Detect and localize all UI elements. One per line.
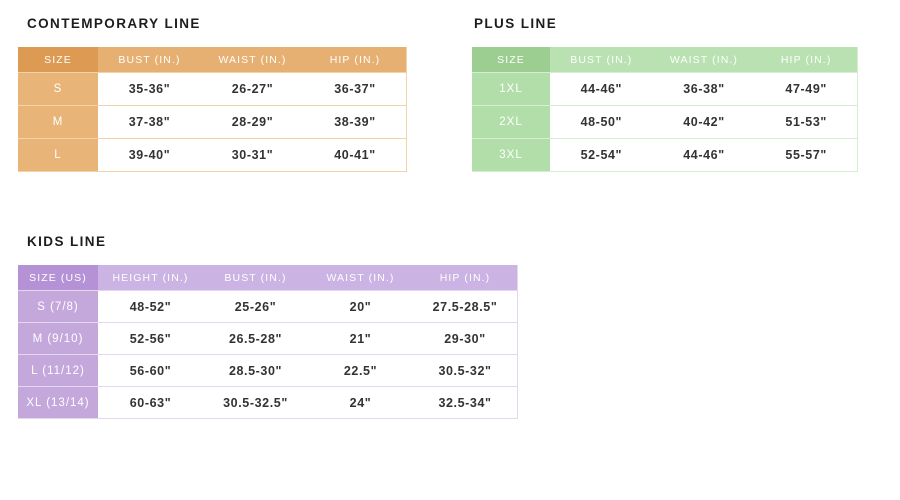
measurement-cell: 56-60" (98, 355, 203, 387)
measure-header-cell: HIP (IN.) (755, 47, 858, 73)
measurement-cell: 48-50" (550, 106, 653, 139)
table-row: 3XL 52-54" 44-46" 55-57" (472, 139, 858, 172)
size-label-cell: 1XL (472, 73, 550, 106)
measurement-cell: 30-31" (201, 139, 304, 172)
measurement-cell: 26-27" (201, 73, 304, 106)
size-label-cell: M (9/10) (18, 323, 98, 355)
measurement-cell: 38-39" (304, 106, 407, 139)
size-label-cell: L (18, 139, 98, 172)
measure-header-cell: HIP (IN.) (413, 265, 518, 291)
table-row: 2XL 48-50" 40-42" 51-53" (472, 106, 858, 139)
measurement-cell: 36-38" (652, 73, 756, 106)
measurement-cell: 30.5-32" (413, 355, 518, 387)
table-row: S (7/8) 48-52" 25-26" 20" 27.5-28.5" (18, 291, 518, 323)
size-label-cell: 2XL (472, 106, 550, 139)
table-row: L 39-40" 30-31" 40-41" (18, 139, 407, 172)
measurement-cell: 35-36" (98, 73, 201, 106)
measurement-cell: 48-52" (98, 291, 203, 323)
size-header-cell: SIZE (18, 47, 98, 73)
size-label-cell: S (18, 73, 98, 106)
size-chart-section: CONTEMPORARY LINE SIZE BUST (IN.) WAIST (I… (18, 14, 407, 172)
measure-header-cell: BUST (IN.) (98, 47, 201, 73)
size-table: SIZE BUST (IN.) WAIST (IN.) HIP (IN.) S 35-36… (18, 47, 407, 172)
size-label-cell: L (11/12) (18, 355, 98, 387)
section-title: KIDS LINE (27, 234, 107, 249)
size-table: SIZE BUST (IN.) WAIST (IN.) HIP (IN.) 1XL 44-… (472, 47, 858, 172)
table-row: XL (13/14) 60-63" 30.5-32.5" 24" 32.5-34" (18, 387, 518, 419)
table-row: M (9/10) 52-56" 26.5-28" 21" 29-30" (18, 323, 518, 355)
size-label-cell: M (18, 106, 98, 139)
measure-header-cell: HEIGHT (IN.) (98, 265, 203, 291)
measure-header-cell: WAIST (IN.) (201, 47, 304, 73)
measurement-cell: 52-54" (550, 139, 653, 172)
measurement-cell: 37-38" (98, 106, 201, 139)
size-table: SIZE (US) HEIGHT (IN.) BUST (IN.) WAIST (IN… (18, 265, 518, 419)
measurement-cell: 24" (308, 387, 413, 419)
table-row: 1XL 44-46" 36-38" 47-49" (472, 73, 858, 106)
header-row: SIZE BUST (IN.) WAIST (IN.) HIP (IN.) (472, 47, 858, 73)
measurement-cell: 60-63" (98, 387, 203, 419)
measurement-cell: 47-49" (755, 73, 858, 106)
size-header-cell: SIZE (US) (18, 265, 98, 291)
measurement-cell: 28-29" (201, 106, 304, 139)
size-header-cell: SIZE (472, 47, 550, 73)
section-title: PLUS LINE (474, 16, 558, 31)
size-chart-section: KIDS LINE SIZE (US) HEIGHT (IN.) BUST (IN.… (18, 232, 518, 419)
measurement-cell: 30.5-32.5" (203, 387, 308, 419)
measurement-cell: 22.5" (308, 355, 413, 387)
header-row: SIZE BUST (IN.) WAIST (IN.) HIP (IN.) (18, 47, 407, 73)
measurement-cell: 27.5-28.5" (413, 291, 518, 323)
measurement-cell: 44-46" (550, 73, 653, 106)
measure-header-cell: WAIST (IN.) (652, 47, 756, 73)
table-row: S 35-36" 26-27" 36-37" (18, 73, 407, 106)
measurement-cell: 40-41" (304, 139, 407, 172)
measurement-cell: 25-26" (203, 291, 308, 323)
measurement-cell: 44-46" (652, 139, 756, 172)
measurement-cell: 21" (308, 323, 413, 355)
table-row: M 37-38" 28-29" 38-39" (18, 106, 407, 139)
measurement-cell: 40-42" (652, 106, 756, 139)
measurement-cell: 36-37" (304, 73, 407, 106)
header-row: SIZE (US) HEIGHT (IN.) BUST (IN.) WAIST (IN… (18, 265, 518, 291)
measurement-cell: 55-57" (755, 139, 858, 172)
size-chart-section: PLUS LINE SIZE BUST (IN.) WAIST (IN.) HIP (… (472, 14, 858, 172)
size-label-cell: XL (13/14) (18, 387, 98, 419)
measurement-cell: 20" (308, 291, 413, 323)
table-row: L (11/12) 56-60" 28.5-30" 22.5" 30.5-32" (18, 355, 518, 387)
measurement-cell: 32.5-34" (413, 387, 518, 419)
measure-header-cell: BUST (IN.) (203, 265, 308, 291)
measure-header-cell: HIP (IN.) (304, 47, 407, 73)
measurement-cell: 52-56" (98, 323, 203, 355)
measurement-cell: 39-40" (98, 139, 201, 172)
section-title: CONTEMPORARY LINE (27, 16, 201, 31)
measure-header-cell: BUST (IN.) (550, 47, 653, 73)
measurement-cell: 51-53" (755, 106, 858, 139)
measurement-cell: 28.5-30" (203, 355, 308, 387)
measurement-cell: 26.5-28" (203, 323, 308, 355)
measurement-cell: 29-30" (413, 323, 518, 355)
measure-header-cell: WAIST (IN.) (308, 265, 413, 291)
size-label-cell: 3XL (472, 139, 550, 172)
size-label-cell: S (7/8) (18, 291, 98, 323)
